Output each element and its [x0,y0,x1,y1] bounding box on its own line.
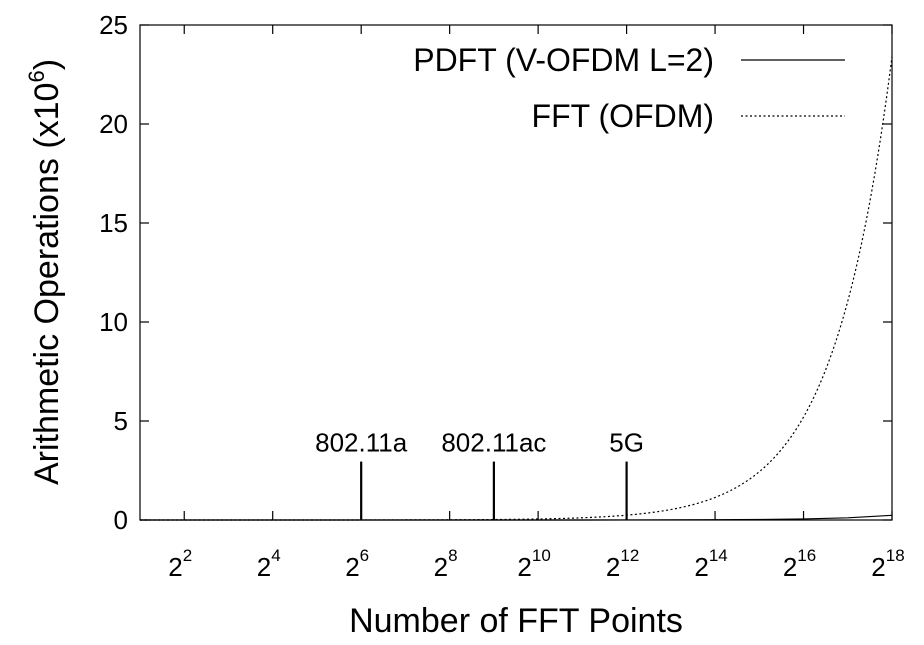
x-tick-label-exponent: 6 [360,546,369,565]
x-tick-label: 28 [434,546,458,582]
y-tick-label: 10 [99,307,128,337]
y-tick-label: 25 [99,10,128,40]
x-tick-label: 218 [871,546,904,582]
x-tick-label-exponent: 2 [183,546,192,565]
y-axis-title-main: Arithmetic Operations (x10 [28,83,66,486]
x-tick-label-exponent: 8 [448,546,457,565]
x-tick-label: 214 [694,546,727,582]
annotation-label: 802.11a [315,428,408,458]
x-tick-label-exponent: 10 [532,546,551,565]
annotation-label: 5G [609,428,644,458]
y-axis-title: Arithmetic Operations (x106) [24,59,66,485]
x-tick-label-base: 2 [517,552,531,582]
x-tick-label: 24 [257,546,281,582]
x-tick-label-base: 2 [871,552,885,582]
x-tick-label: 26 [345,546,369,582]
x-tick-label: 210 [517,546,550,582]
x-axis-title: Number of FFT Points [349,602,683,640]
x-tick-label-exponent: 18 [886,546,905,565]
x-tick-label-exponent: 16 [797,546,816,565]
x-tick-label-base: 2 [694,552,708,582]
y-tick-label: 0 [114,505,128,535]
y-tick-label: 5 [114,406,128,436]
y-tick-label: 15 [99,208,128,238]
annotation-label: 802.11ac [441,428,546,458]
x-tick-label: 212 [606,546,639,582]
x-tick-label-base: 2 [257,552,271,582]
x-tick-label-base: 2 [606,552,620,582]
legend-label: FFT (OFDM) [532,98,714,134]
x-tick-label: 216 [783,546,816,582]
legend-label: PDFT (V-OFDM L=2) [413,42,714,78]
x-tick-label-base: 2 [168,552,182,582]
x-tick-label: 22 [168,546,192,582]
y-axis-title-sup: 6 [24,70,49,82]
series-line-0 [140,514,893,521]
y-axis-title-close: ) [28,59,66,70]
x-tick-label-exponent: 14 [709,546,728,565]
x-tick-label-base: 2 [345,552,359,582]
x-tick-label-base: 2 [783,552,797,582]
y-tick-label: 20 [99,109,128,139]
x-tick-label-exponent: 12 [620,546,639,565]
x-tick-label-exponent: 4 [271,546,280,565]
x-tick-label-base: 2 [434,552,448,582]
